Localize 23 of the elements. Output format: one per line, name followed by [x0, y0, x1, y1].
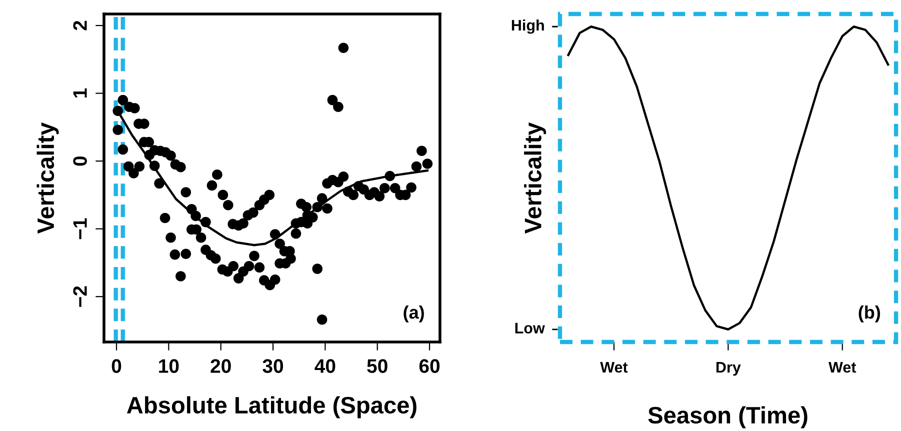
y-tick-label: 1: [73, 88, 87, 98]
y-tick-label: −1: [73, 218, 87, 240]
text: Low: [515, 322, 545, 334]
y-tick-label: 0: [73, 156, 87, 166]
x-tick-label: Dry: [716, 362, 741, 376]
text: High: [512, 19, 544, 34]
annotation: (a): [404, 305, 424, 322]
x-tick-label: 0: [112, 359, 122, 373]
x-tick-label: Wet: [828, 362, 856, 373]
x-axis-title: Season (Time): [648, 406, 808, 428]
x-tick-label: 20: [210, 359, 231, 373]
y-tick-label: 2: [73, 20, 87, 30]
x-tick-label: 60: [419, 359, 440, 373]
x-axis-title: Absolute Latitude (Space): [126, 396, 416, 418]
x-tick-label: Wet: [600, 362, 628, 373]
y-axis-title: Verticality: [36, 122, 59, 234]
x-tick-label: 30: [262, 359, 284, 373]
annotation: (b): [858, 305, 880, 322]
y-tick-label: −2: [73, 286, 87, 307]
x-tick-label: 40: [314, 359, 336, 373]
y-axis-title: Verticality: [524, 122, 546, 234]
x-tick-label: 50: [367, 359, 388, 373]
x-tick-label: 10: [159, 359, 179, 373]
